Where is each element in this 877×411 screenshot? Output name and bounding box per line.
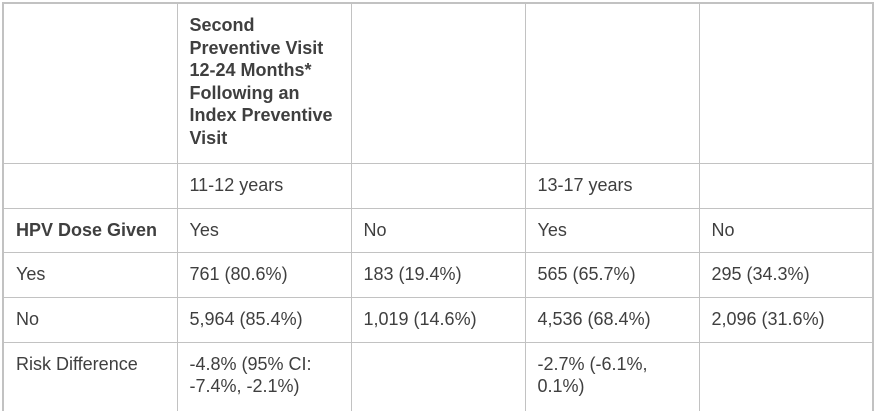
cell-dose-no-1: No — [350, 207, 526, 253]
cell-value: 761 (80.6%) — [176, 252, 352, 298]
cell-empty — [698, 2, 874, 164]
cell-value: 565 (65.7%) — [524, 252, 700, 298]
cell-dose-yes-1: Yes — [176, 207, 352, 253]
cell-empty — [350, 162, 526, 209]
table-row-risk-difference: Risk Difference -4.8% (95% CI: -7.4%, -2… — [2, 341, 874, 411]
cell-value: 2,096 (31.6%) — [698, 297, 874, 343]
cell-row-label-yes: Yes — [2, 252, 178, 298]
cell-empty-corner — [2, 2, 178, 164]
table-row-header: Second Preventive Visit 12-24 Months* Fo… — [2, 2, 874, 164]
cell-age-group-2: 13-17 years — [524, 162, 700, 209]
cell-value: 1,019 (14.6%) — [350, 297, 526, 343]
cell-span-header: Second Preventive Visit 12-24 Months* Fo… — [176, 2, 352, 164]
cell-value — [698, 341, 874, 411]
cell-age-group-1: 11-12 years — [176, 162, 352, 209]
table-row-no: No 5,964 (85.4%) 1,019 (14.6%) 4,536 (68… — [2, 297, 874, 343]
cell-value: 4,536 (68.4%) — [524, 297, 700, 343]
cell-empty — [2, 162, 178, 209]
cell-value: 183 (19.4%) — [350, 252, 526, 298]
cell-empty — [524, 2, 700, 164]
cell-row-label-no: No — [2, 297, 178, 343]
cell-value — [350, 341, 526, 411]
cell-empty — [350, 2, 526, 164]
cell-value: -2.7% (-6.1%, 0.1%) — [524, 341, 700, 411]
cell-value: 5,964 (85.4%) — [176, 297, 352, 343]
table-row-dose-header: HPV Dose Given Yes No Yes No — [2, 207, 874, 253]
table-row-age-groups: 11-12 years 13-17 years — [2, 162, 874, 209]
cell-dose-label: HPV Dose Given — [2, 207, 178, 253]
cell-value: 295 (34.3%) — [698, 252, 874, 298]
cell-empty — [698, 162, 874, 209]
cell-row-label-risk-difference: Risk Difference — [2, 341, 178, 411]
table-row-yes: Yes 761 (80.6%) 183 (19.4%) 565 (65.7%) … — [2, 252, 874, 298]
cell-dose-yes-2: Yes — [524, 207, 700, 253]
cell-dose-no-2: No — [698, 207, 874, 253]
cell-value: -4.8% (95% CI: -7.4%, -2.1%) — [176, 341, 352, 411]
